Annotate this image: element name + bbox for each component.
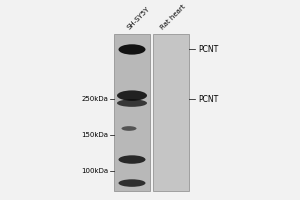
- Text: Rat heart: Rat heart: [159, 3, 187, 31]
- Ellipse shape: [117, 99, 147, 107]
- Text: 100kDa: 100kDa: [81, 168, 108, 174]
- Bar: [114, 34, 150, 191]
- Text: 250kDa: 250kDa: [81, 96, 108, 102]
- Ellipse shape: [118, 155, 146, 164]
- Ellipse shape: [122, 126, 136, 131]
- Text: 150kDa: 150kDa: [81, 132, 108, 138]
- Ellipse shape: [117, 90, 147, 101]
- Ellipse shape: [118, 179, 146, 187]
- Text: PCNT: PCNT: [198, 45, 218, 54]
- Text: PCNT: PCNT: [198, 95, 218, 104]
- Text: SH-SY5Y: SH-SY5Y: [126, 6, 151, 31]
- Bar: [153, 34, 189, 191]
- Ellipse shape: [118, 44, 146, 55]
